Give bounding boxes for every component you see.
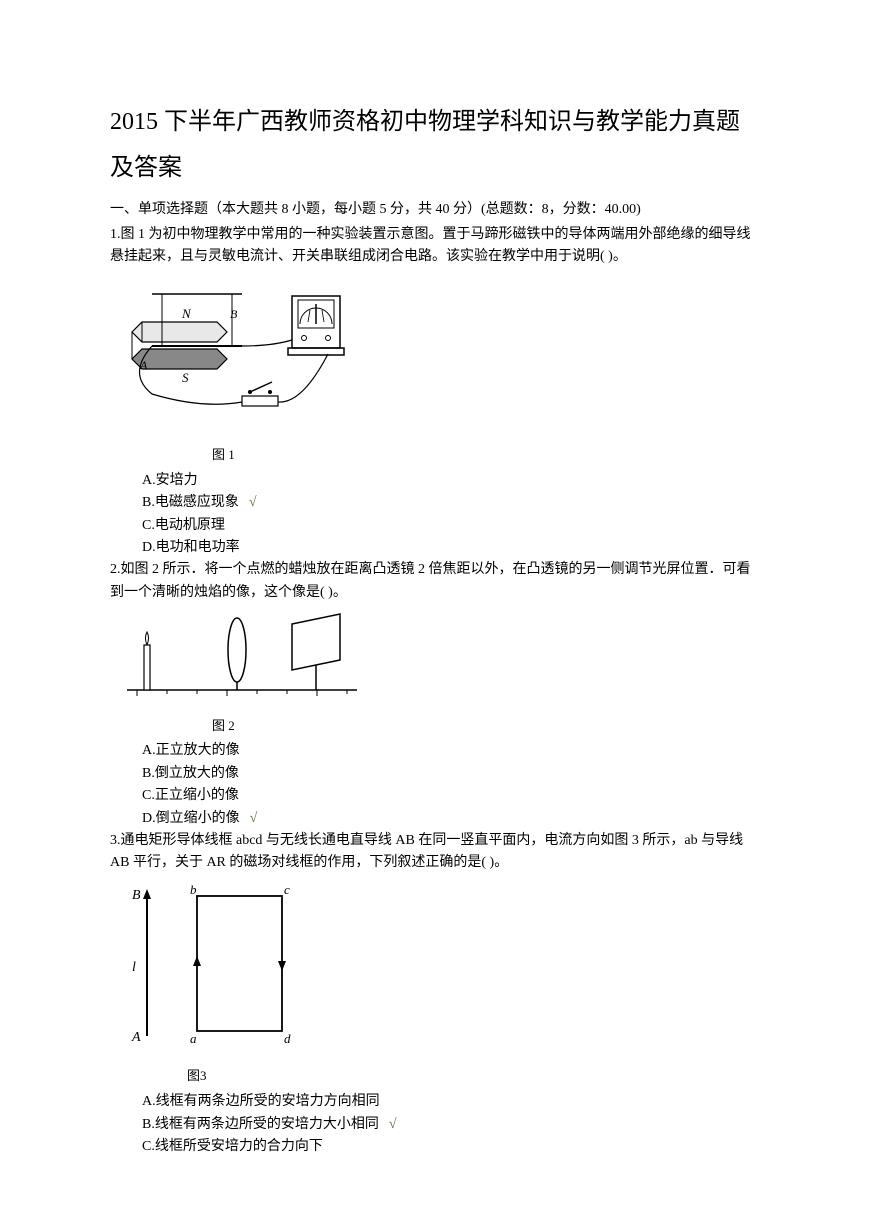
section-heading: 一、单项选择题（本大题共 8 小题，每小题 5 分，共 40 分）(总题数：8，…: [110, 199, 759, 221]
q2-option-a: A.正立放大的像: [110, 740, 759, 762]
question-2-text: 2.如图 2 所示．将一个点燃的蜡烛放在距离凸透镜 2 倍焦距以外，在凸透镜的另…: [110, 559, 759, 604]
q1-option-b: B.电磁感应现象√: [110, 492, 759, 514]
figure-3-caption: 图3: [122, 1066, 759, 1087]
svg-text:l: l: [132, 960, 136, 975]
svg-text:b: b: [190, 882, 197, 897]
figure-3: B A l b c a d 图3: [122, 881, 759, 1087]
q1-option-a: A.安培力: [110, 470, 759, 492]
svg-text:B: B: [230, 307, 238, 321]
document-title: 2015 下半年广西教师资格初中物理学科知识与教学能力真题及答案: [110, 100, 759, 191]
q3-option-c: C.线框所受安培力的合力向下: [110, 1136, 759, 1158]
figure-1: N S A B 图 1: [122, 274, 759, 465]
svg-text:N: N: [181, 306, 192, 321]
svg-text:d: d: [284, 1031, 291, 1046]
checkmark-icon: √: [249, 495, 257, 510]
svg-text:a: a: [190, 1031, 197, 1046]
svg-text:A: A: [131, 1030, 141, 1045]
figure-2: 图 2: [122, 610, 759, 736]
q1-option-d: D.电功和电功率: [110, 537, 759, 559]
question-1-text: 1.图 1 为初中物理教学中常用的一种实验装置示意图。置于马蹄形磁铁中的导体两端…: [110, 224, 759, 269]
figure-2-caption: 图 2: [122, 716, 759, 737]
q2-option-c: C.正立缩小的像: [110, 785, 759, 807]
checkmark-icon: √: [250, 811, 258, 826]
svg-text:B: B: [132, 888, 141, 903]
svg-text:c: c: [284, 882, 290, 897]
q1-option-c: C.电动机原理: [110, 515, 759, 537]
q3-option-a: A.线框有两条边所受的安培力方向相同: [110, 1091, 759, 1113]
q2-option-b: B.倒立放大的像: [110, 763, 759, 785]
svg-text:S: S: [182, 370, 189, 385]
checkmark-icon: √: [389, 1117, 397, 1132]
figure-1-caption: 图 1: [122, 445, 759, 466]
q2-option-d: D.倒立缩小的像√: [110, 808, 759, 830]
q3-option-b: B.线框有两条边所受的安培力大小相同√: [110, 1114, 759, 1136]
question-3-text: 3.通电矩形导体线框 abcd 与无线长通电直导线 AB 在同一竖直平面内，电流…: [110, 830, 759, 875]
